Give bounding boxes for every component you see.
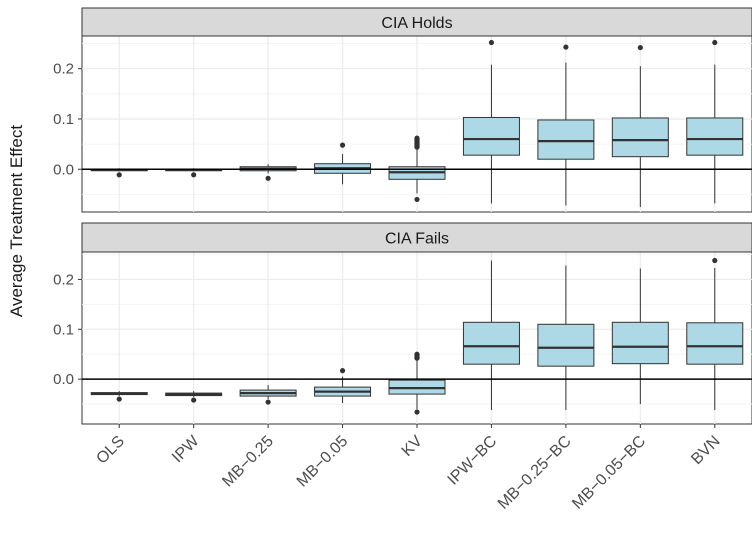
- outlier-point: [414, 409, 420, 415]
- box-iqr: [611, 117, 669, 158]
- box-iqr: [462, 116, 520, 156]
- outlier-point: [414, 135, 420, 141]
- box-ipw-bc: [462, 260, 520, 411]
- outlier-point: [712, 257, 718, 264]
- x-tick-label: MB−0.25: [219, 433, 277, 491]
- y-tick-label: 0.2: [53, 271, 74, 288]
- box-ols: [90, 391, 148, 402]
- outlier-point: [414, 196, 420, 203]
- y-tick-label: 0.0: [53, 161, 74, 178]
- y-tick-label: 0.1: [53, 111, 74, 128]
- y-tick-label: 0.1: [53, 321, 74, 338]
- panel-1: 0.0 0.1 0.2 CIA Fails: [53, 222, 752, 425]
- box-iqr: [537, 323, 595, 367]
- facet-strip: [81, 222, 752, 253]
- box-iqr: [611, 321, 669, 365]
- facet-strip: [81, 7, 752, 37]
- x-tick-label: OLS: [93, 433, 128, 468]
- box-mb-0-05-bc: [611, 268, 669, 405]
- panel-0: 0.0 0.1 0.2 CIA Holds: [53, 7, 752, 213]
- outlier-point: [712, 39, 718, 46]
- x-tick-label: MB−0.25−BC: [495, 433, 575, 513]
- y-axis-title: Average Treatment Effect: [7, 125, 26, 317]
- box-mb-0-25: [239, 385, 297, 405]
- box-bvn: [686, 39, 744, 204]
- outlier-point: [637, 44, 643, 51]
- outlier-point: [339, 142, 346, 148]
- x-tick-label: IPW−BC: [445, 433, 501, 489]
- box-mb-0-05-bc: [611, 44, 669, 207]
- box-iqr: [686, 117, 744, 156]
- x-tick-label: IPW: [169, 432, 203, 466]
- box-kv: [388, 351, 446, 415]
- box-mb-0-25-bc: [537, 44, 595, 206]
- y-tick-label: 0.0: [53, 371, 74, 388]
- box-bvn: [686, 257, 744, 411]
- box-iqr: [537, 119, 595, 160]
- outlier-point: [191, 397, 197, 403]
- outlier-point: [265, 175, 271, 181]
- box-mb-0-25-bc: [537, 265, 595, 411]
- outlier-point: [191, 172, 197, 178]
- y-tick-label: 0.2: [53, 61, 74, 78]
- x-tick-label: BVN: [688, 433, 723, 468]
- box-iqr: [686, 322, 744, 365]
- outlier-point: [265, 399, 271, 405]
- outlier-point: [563, 44, 569, 50]
- box-iqr: [462, 321, 520, 365]
- x-tick-label: KV: [399, 433, 426, 460]
- box-ipw-bc: [462, 39, 520, 204]
- outlier-point: [488, 39, 495, 46]
- x-tick-label: MB−0.05: [294, 433, 352, 491]
- box-ipw: [165, 391, 223, 403]
- outlier-point: [414, 351, 420, 357]
- facet-title: CIA Holds: [381, 15, 452, 32]
- outlier-point: [339, 368, 346, 374]
- outlier-point: [116, 396, 122, 402]
- facet-title: CIA Fails: [385, 231, 449, 248]
- x-tick-label: MB−0.05−BC: [569, 433, 649, 513]
- outlier-point: [116, 172, 122, 178]
- box-mb-0-05: [314, 368, 372, 404]
